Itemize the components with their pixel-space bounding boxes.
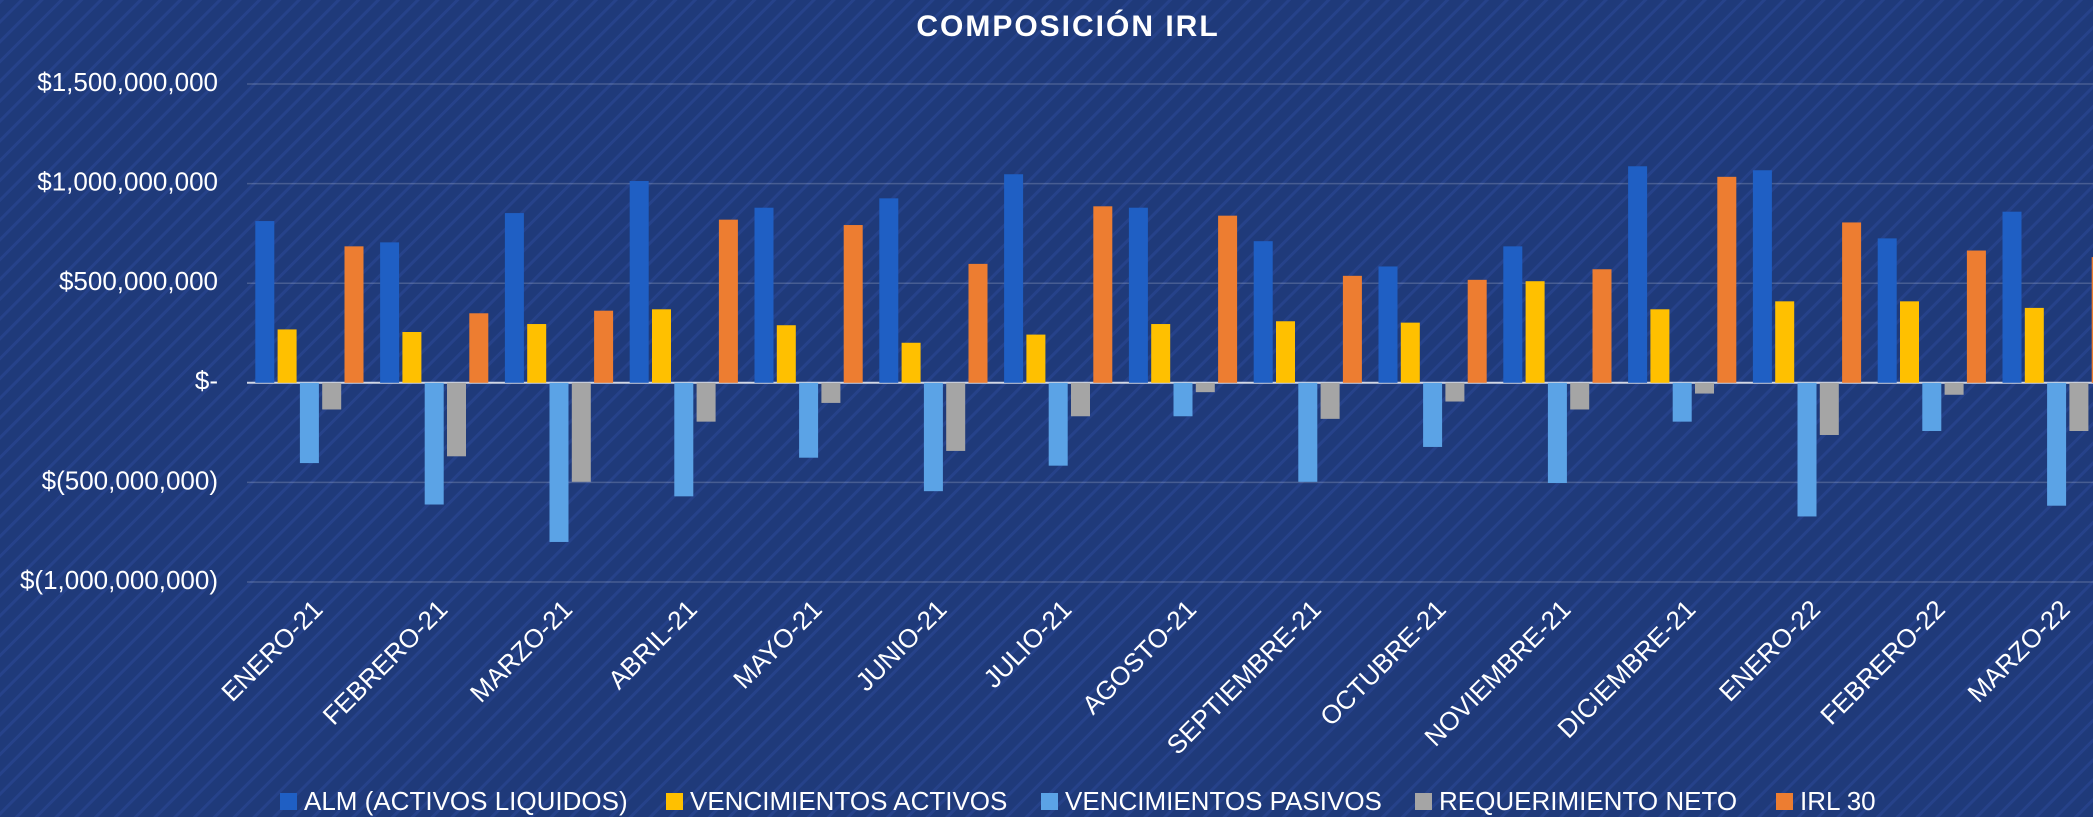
bar (344, 246, 364, 383)
bar (527, 324, 547, 383)
bar (901, 342, 921, 383)
bar (1628, 166, 1648, 383)
bar (776, 325, 796, 383)
legend-swatch (1776, 793, 1793, 810)
bar (504, 213, 524, 383)
bar (1819, 382, 1839, 435)
bar (299, 382, 319, 464)
bar (652, 309, 671, 383)
legend-swatch (280, 793, 297, 810)
bar (1276, 321, 1295, 383)
bar (1695, 382, 1714, 394)
bar (1093, 206, 1113, 383)
bar (255, 221, 275, 383)
y-tick-label: $(1,000,000,000) (20, 565, 218, 595)
bar (1195, 382, 1215, 393)
legend-label: ALM (ACTIVOS LIQUIDOS) (304, 786, 628, 816)
bar (277, 329, 297, 383)
y-tick-label: $- (195, 366, 218, 396)
bar (821, 382, 841, 403)
bar (1253, 241, 1273, 383)
bar (1922, 382, 1942, 432)
bar (1900, 301, 1919, 383)
bar (1672, 382, 1692, 422)
bar (696, 382, 716, 422)
y-tick-label: $(500,000,000) (42, 465, 218, 495)
bar (1048, 382, 1068, 466)
bar (1752, 170, 1772, 383)
bar (1128, 207, 1148, 383)
bar (1342, 275, 1362, 383)
bar (754, 207, 774, 383)
bar (1298, 382, 1318, 482)
bar (1717, 176, 1737, 383)
bar (2069, 382, 2089, 432)
bar (1570, 382, 1590, 410)
y-tick-label: $500,000,000 (59, 266, 218, 296)
bar (674, 382, 694, 497)
bar (447, 382, 466, 457)
y-tick-label: $1,000,000,000 (37, 166, 218, 196)
bar (2047, 382, 2067, 506)
chart-title: COMPOSICIÓN IRL (916, 9, 1219, 43)
legend-label: IRL 30 (1800, 786, 1876, 816)
bar (946, 382, 966, 451)
bar (968, 263, 988, 383)
bar (549, 382, 569, 542)
legend-label: VENCIMIENTOS ACTIVOS (690, 786, 1007, 816)
bar (1004, 174, 1024, 383)
bar (1525, 281, 1545, 383)
bar (1547, 382, 1567, 483)
bar (1944, 382, 1964, 395)
bar (1650, 309, 1670, 383)
bar (923, 382, 943, 492)
bar (1775, 301, 1795, 383)
bar (380, 242, 400, 383)
bar (1592, 269, 1612, 383)
legend-swatch (666, 793, 683, 810)
bar (1173, 382, 1193, 417)
bar (424, 382, 444, 505)
bar (879, 198, 899, 383)
bar (1423, 382, 1443, 447)
bar (1503, 246, 1523, 383)
bar (1797, 382, 1817, 517)
bar (1218, 215, 1238, 383)
bar (1026, 334, 1046, 383)
bar (1071, 382, 1090, 417)
legend-label: REQUERIMIENTO NETO (1439, 786, 1737, 816)
bar (1320, 382, 1340, 419)
bar (594, 310, 614, 383)
bar (799, 382, 819, 458)
bar (469, 313, 489, 383)
bar (1842, 222, 1862, 383)
bar (843, 225, 863, 383)
bar (402, 332, 422, 383)
bar (1966, 250, 1986, 383)
bar (571, 382, 591, 482)
bar (629, 181, 649, 383)
y-tick-label: $1,500,000,000 (37, 67, 218, 97)
bar (2002, 211, 2022, 383)
legend-swatch (1041, 793, 1058, 810)
legend-label: VENCIMIENTOS PASIVOS (1065, 786, 1382, 816)
bar (2091, 257, 2093, 383)
bar (322, 382, 342, 410)
bar (1877, 238, 1897, 383)
legend-swatch (1415, 793, 1432, 810)
bar (1151, 324, 1171, 383)
bar (2024, 307, 2044, 383)
bar (1445, 382, 1465, 402)
bar (1467, 279, 1487, 383)
bar (718, 219, 738, 383)
bar (1400, 322, 1420, 383)
bar (1378, 266, 1398, 383)
